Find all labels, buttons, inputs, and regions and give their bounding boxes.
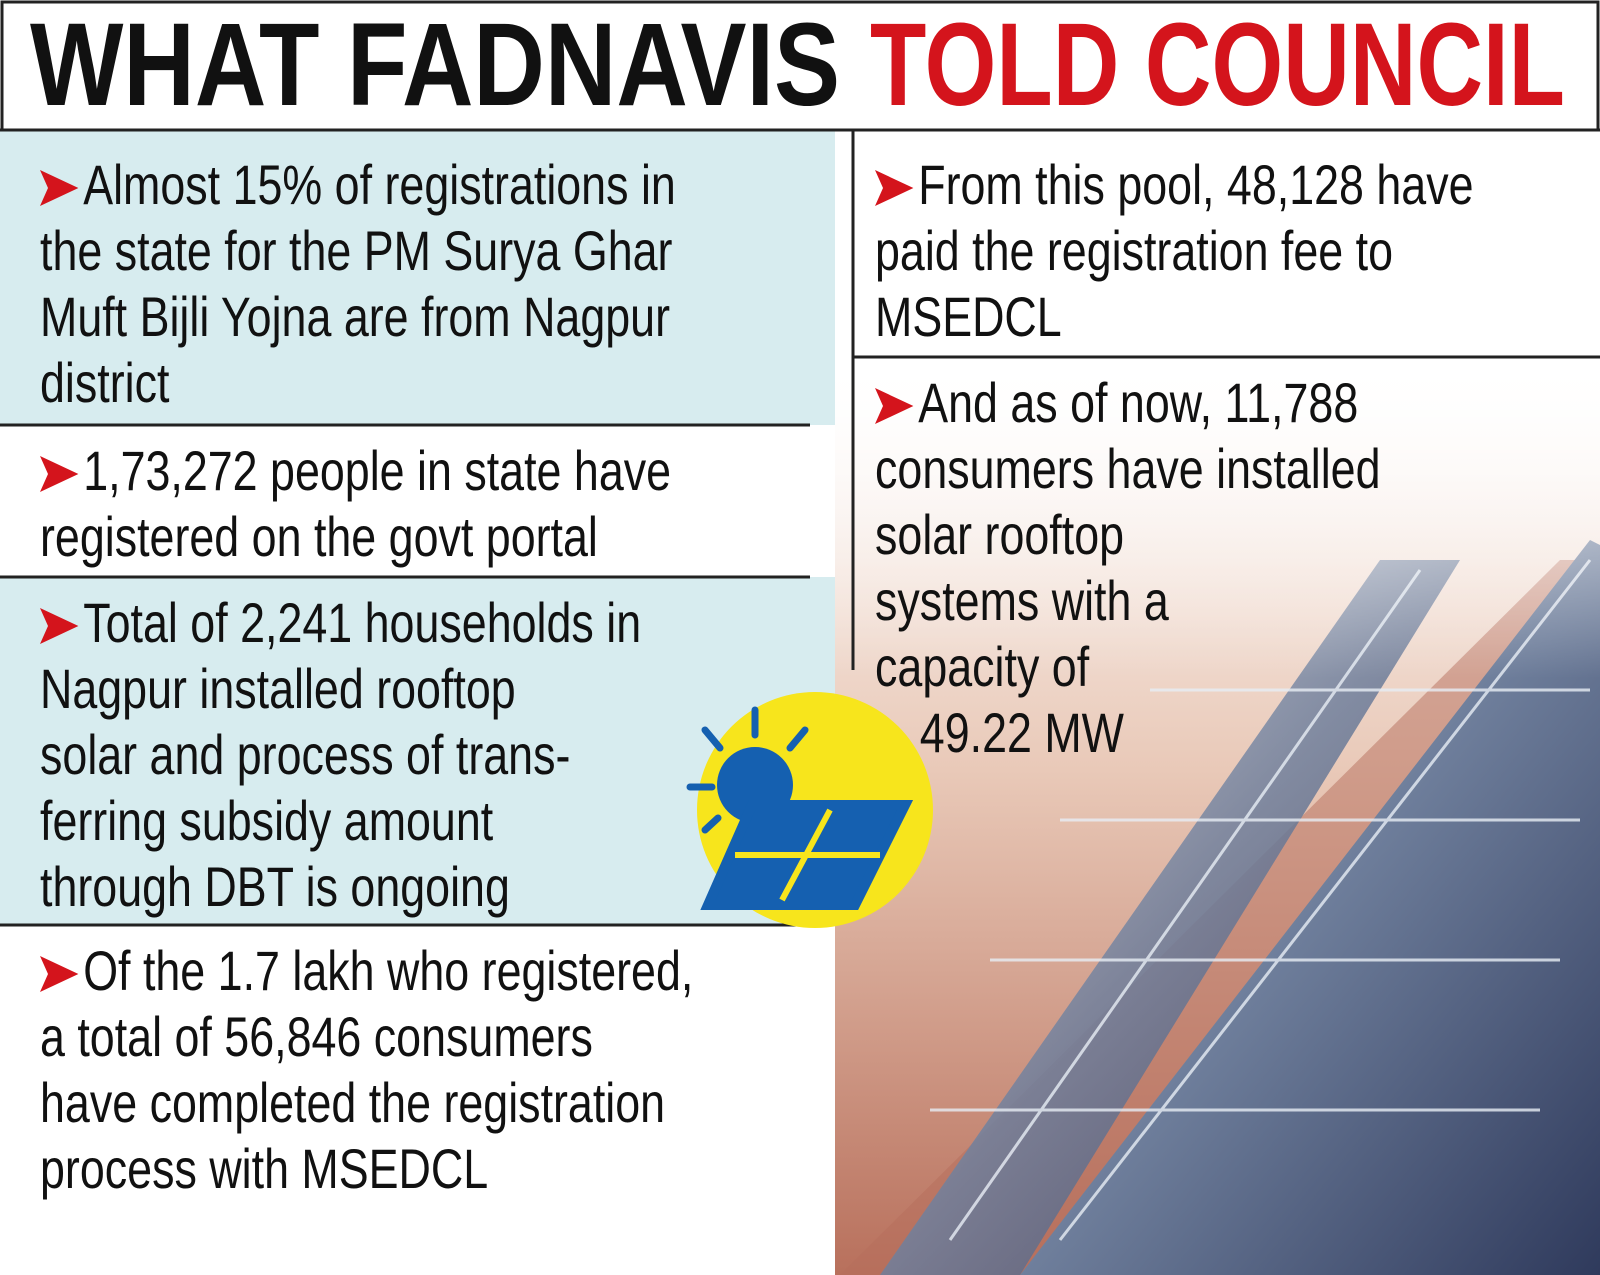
bullet-line: Muft Bijli Yojna are from Nagpur bbox=[40, 284, 676, 350]
bullet-line: consumers have installed bbox=[875, 436, 1381, 502]
line-text: a total of 56,846 consumers bbox=[40, 1005, 593, 1068]
bullet-line: the state for the PM Surya Ghar bbox=[40, 218, 676, 284]
bullet-item: 1,73,272 people in state have registered … bbox=[40, 438, 829, 570]
bullet-item: From this pool, 48,128 have paid the regi… bbox=[875, 152, 1600, 350]
line-text: capacity of bbox=[875, 635, 1090, 698]
line-text: 1,73,272 people in state have bbox=[83, 439, 672, 502]
line-text: systems with a bbox=[875, 569, 1169, 632]
bullet-line: capacity of bbox=[875, 634, 1381, 700]
bullet-line: through DBT is ongoing bbox=[40, 854, 641, 920]
bullet-line: 49.22 MW bbox=[875, 700, 1381, 766]
line-text: district bbox=[40, 351, 170, 414]
line-text: Almost 15% of registrations in bbox=[83, 153, 676, 216]
bullet-line: Of the 1.7 lakh who registered, bbox=[40, 938, 693, 1004]
bullet-arrow bbox=[40, 456, 79, 492]
bullet-arrow bbox=[875, 388, 914, 424]
line-text: MSEDCL bbox=[875, 285, 1062, 348]
bullet-line: district bbox=[40, 350, 676, 416]
line-text: ferring subsidy amount bbox=[40, 789, 494, 852]
bullet-line: Almost 15% of registrations in bbox=[40, 152, 676, 218]
bullet-item: Almost 15% of registrations in the state … bbox=[40, 152, 835, 416]
bullet-line: have completed the registration bbox=[40, 1070, 693, 1136]
line-text: registered on the govt portal bbox=[40, 505, 598, 568]
bullet-line: registered on the govt portal bbox=[40, 504, 671, 570]
line-text: From this pool, 48,128 have bbox=[918, 153, 1474, 216]
bullet-line: Nagpur installed rooftop bbox=[40, 656, 641, 722]
line-text: process with MSEDCL bbox=[40, 1137, 489, 1200]
line-text: solar rooftop bbox=[875, 503, 1125, 566]
line-text: 49.22 MW bbox=[919, 701, 1124, 764]
bullet-line: solar and process of trans- bbox=[40, 722, 641, 788]
bullet-line: Total of 2,241 households in bbox=[40, 590, 641, 656]
bullet-item: Of the 1.7 lakh who registered, a total o… bbox=[40, 938, 857, 1202]
line-text: Nagpur installed rooftop bbox=[40, 657, 516, 720]
bullet-arrow bbox=[875, 170, 914, 206]
bullet-item: Total of 2,241 households in Nagpur insta… bbox=[40, 590, 791, 920]
bullet-line: ferring subsidy amount bbox=[40, 788, 641, 854]
line-text: through DBT is ongoing bbox=[40, 855, 510, 918]
bullet-line: And as of now, 11,788 bbox=[875, 370, 1381, 436]
line-text: And as of now, 11,788 bbox=[918, 371, 1359, 434]
line-text: solar and process of trans- bbox=[40, 723, 571, 786]
bullet-arrow bbox=[40, 608, 79, 644]
title-black: WHAT FADNAVIS bbox=[30, 0, 840, 131]
bullet-line: 1,73,272 people in state have bbox=[40, 438, 671, 504]
line-text: consumers have installed bbox=[875, 437, 1381, 500]
line-text: paid the registration fee to bbox=[875, 219, 1394, 282]
bullet-line: paid the registration fee to bbox=[875, 218, 1474, 284]
line-text: have completed the registration bbox=[40, 1071, 666, 1134]
bullet-item: And as of now, 11,788 consumers have inst… bbox=[875, 370, 1507, 766]
header-title: WHAT FADNAVIS TOLD COUNCIL bbox=[30, 0, 1565, 131]
bullet-line: MSEDCL bbox=[875, 284, 1474, 350]
bullet-arrow bbox=[40, 956, 79, 992]
line-text: Total of 2,241 households in bbox=[83, 591, 642, 654]
line-text: the state for the PM Surya Ghar bbox=[40, 219, 673, 282]
bullet-line: solar rooftop bbox=[875, 502, 1381, 568]
bullet-line: systems with a bbox=[875, 568, 1381, 634]
bullet-line: process with MSEDCL bbox=[40, 1136, 693, 1202]
line-text: Of the 1.7 lakh who registered, bbox=[83, 939, 694, 1002]
line-text: Muft Bijli Yojna are from Nagpur bbox=[40, 285, 670, 348]
title-red: TOLD COUNCIL bbox=[870, 0, 1565, 131]
bullet-arrow bbox=[40, 170, 79, 206]
bullet-line: From this pool, 48,128 have bbox=[875, 152, 1474, 218]
bullet-line: a total of 56,846 consumers bbox=[40, 1004, 693, 1070]
